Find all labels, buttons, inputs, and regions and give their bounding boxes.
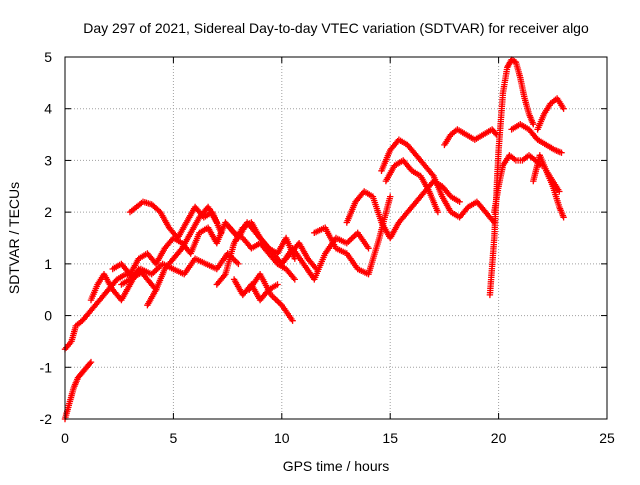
y-tick-label: -1	[40, 359, 53, 375]
x-axis-label: GPS time / hours	[283, 458, 390, 474]
series-trace-1	[61, 358, 95, 423]
series-trace-17	[441, 126, 500, 149]
series-trace-23	[543, 167, 567, 221]
data-point	[429, 171, 436, 178]
data-point	[530, 121, 537, 128]
data-point	[558, 149, 565, 156]
y-tick-label: 3	[44, 152, 52, 168]
series-trace-16	[382, 157, 442, 216]
data-point	[560, 105, 567, 112]
series-trace-19	[491, 152, 546, 216]
data-point	[560, 214, 567, 221]
series-trace-22	[534, 95, 567, 133]
x-tick-label: 10	[274, 430, 290, 446]
series-trace-5	[109, 219, 298, 283]
data-point	[434, 208, 442, 216]
data-point	[86, 360, 94, 367]
series-trace-10	[246, 271, 296, 324]
x-tick-label: 20	[491, 430, 507, 446]
series-trace-6	[118, 250, 242, 288]
y-tick-label: 1	[44, 256, 52, 272]
x-tick-label: 0	[61, 430, 69, 446]
data-point	[289, 317, 296, 324]
series-trace-7	[144, 203, 220, 309]
x-tick-label: 25	[599, 430, 615, 446]
chart-title: Day 297 of 2021, Sidereal Day-to-day VTE…	[83, 20, 589, 36]
series-trace-11	[230, 276, 281, 304]
data-point	[556, 188, 563, 195]
series-trace-9	[226, 219, 320, 273]
plot-frame	[64, 56, 608, 420]
marks-layer	[61, 56, 567, 423]
series-trace-20	[508, 121, 565, 156]
series-trace-12	[278, 229, 372, 283]
x-tick-label: 5	[170, 430, 178, 446]
data-point	[291, 276, 298, 283]
y-axis-label: SDTVAR / TECUs	[6, 182, 22, 294]
y-tick-label: 2	[44, 204, 52, 220]
data-point	[213, 219, 220, 226]
series-trace-18	[486, 56, 537, 299]
series-trace-13	[311, 193, 394, 278]
y-tick-label: 5	[44, 49, 52, 65]
data-point	[387, 193, 394, 200]
data-point	[235, 260, 242, 268]
x-tick-label: 15	[382, 430, 398, 446]
series-trace-14	[343, 177, 463, 242]
data-point	[87, 358, 95, 366]
ticks-layer: 0 5 10 15 20 25 -2 -1 0 1 2 3 4 5	[40, 49, 615, 446]
y-tick-label: 0	[44, 308, 52, 324]
data-point	[365, 245, 372, 252]
data-point	[492, 130, 499, 137]
y-tick-label: 4	[44, 101, 52, 117]
data-point	[456, 198, 463, 205]
y-tick-label: -2	[40, 411, 53, 427]
data-point	[274, 281, 281, 288]
series-trace-15	[378, 136, 498, 226]
